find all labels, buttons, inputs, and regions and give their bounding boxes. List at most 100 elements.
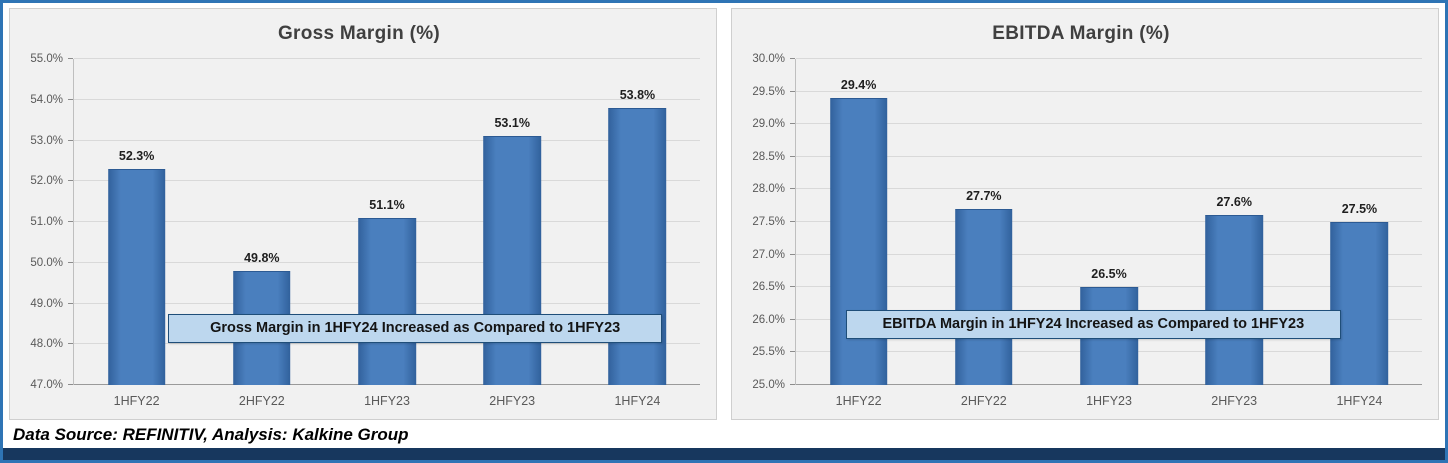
y-axis-tickmark [790,188,795,190]
bar-data-label: 29.4% [840,78,877,93]
y-axis-tickmark [790,90,795,92]
y-axis-tickmark [790,155,795,157]
y-axis-tick-label: 53.0% [30,134,63,147]
y-axis: 25.0% 25.5% 26.0% 26.5% 27.0% 27.5% 28.0% 28.5%… [740,53,796,391]
bar-data-label: 27.5% [1341,202,1378,216]
gridline [74,98,700,100]
bar-data-label: 53.1% [494,116,530,131]
x-axis: 1HFY22 2HFY22 1HFY23 2HFY23 1HFY24 [74,385,700,413]
y-axis: 47.0% 48.0% 49.0% 50.0% 51.0% 52.0% 53.0% 54.0%… [18,53,74,391]
y-axis-tickmark [68,343,73,345]
y-axis-tick-label: 51.0% [30,216,63,228]
y-axis-tickmark [68,302,73,304]
bar-slot-2hfy23: 27.6% [1172,59,1297,385]
y-axis-tick-label: 26.5% [752,281,785,294]
y-axis-tickmark [68,384,73,385]
gross-margin-chart: Gross Margin (%) 47.0% 48.0% 49.0% 50.0% 51.… [9,8,717,420]
y-axis-tickmark [790,351,795,353]
x-axis-category-label: 1HFY24 [614,394,661,408]
bar-1hfy24 [1330,222,1389,385]
bars-group: 52.3% 49.8% 51.1% 53.1% 53.8% [74,59,700,385]
y-axis-tick-label: 47.0% [30,379,63,391]
gridline [796,188,1422,190]
y-axis-tick-label: 49.0% [30,297,63,310]
y-axis-tickmark [790,318,795,320]
gridline [796,221,1422,222]
plot-area: 52.3% 49.8% 51.1% 53.1% 53.8% Gross Margin i… [74,58,700,385]
gridline [74,180,700,182]
bar-2hfy23 [483,136,541,385]
annotation-box-ebitda-margin: EBITDA Margin in 1HFY24 Increased as Com… [846,310,1341,340]
y-axis-tick-label: 29.0% [752,118,785,131]
gridline [796,253,1422,255]
bar-slot-2hfy22: 27.7% [921,59,1046,385]
y-axis-tickmark [68,261,73,263]
bar-data-label: 27.6% [1216,195,1252,210]
plot-area: 29.4% 27.7% 26.5% 27.6% 27.5% EBITDA Margin … [796,58,1422,385]
y-axis-tick-label: 28.0% [752,183,785,196]
bar-slot-1hfy22: 52.3% [74,59,199,385]
gridline [796,90,1422,92]
y-axis-tick-label: 52.0% [30,175,63,188]
y-axis-tickmark [68,58,73,59]
y-axis-tick-label: 28.5% [752,150,785,163]
x-axis: 1HFY22 2HFY22 1HFY23 2HFY23 1HFY24 [796,385,1422,413]
y-axis-tickmark [68,98,73,100]
y-axis-tick-label: 55.0% [30,53,63,65]
x-axis-category-label: 2HFY23 [1211,394,1258,408]
y-axis-tick-label: 29.5% [752,85,785,98]
y-axis-tick-label: 26.0% [752,313,785,326]
gridline [796,286,1422,288]
bar-slot-2hfy23: 53.1% [450,59,575,385]
ebitda-margin-chart: EBITDA Margin (%) 25.0% 25.5% 26.0% 26.5% 27… [731,8,1439,420]
bar-1hfy22 [829,98,888,385]
y-axis-tick-label: 27.5% [752,216,785,228]
bar-data-label: 26.5% [1091,267,1127,282]
x-axis-category-label: 1HFY23 [1086,394,1132,408]
charts-row: Gross Margin (%) 47.0% 48.0% 49.0% 50.0% 51.… [3,3,1445,422]
bar-1hfy24 [608,107,667,385]
x-axis-category-label: 1HFY24 [1336,394,1383,408]
bar-2hfy23 [1205,215,1263,385]
y-axis-tickmark [790,58,795,59]
data-source-text: Data Source: REFINITIV, Analysis: Kalkin… [13,425,409,444]
gridline [74,58,700,59]
bar-data-label: 53.8% [619,87,656,102]
y-axis-tickmark [790,384,795,385]
bottom-navy-bar [3,448,1445,460]
y-axis-tick-label: 30.0% [752,53,785,65]
bar-slot-1hfy24: 27.5% [1297,59,1422,385]
x-axis-category-label: 1HFY22 [113,394,160,408]
gridline [796,123,1422,125]
annotation-box-gross-margin: Gross Margin in 1HFY24 Increased as Comp… [167,313,663,343]
gridline [796,58,1422,59]
y-axis-tickmark [68,139,73,141]
y-axis-tickmark [68,221,73,222]
x-axis-category-label: 1HFY23 [364,394,410,408]
chart-title-gross-margin: Gross Margin (%) [277,23,441,44]
bar-data-label: 51.1% [369,197,405,212]
x-axis-category-label: 2HFY23 [489,394,536,408]
x-axis-category-label: 2HFY22 [960,394,1007,408]
x-axis-category-label: 1HFY22 [835,394,882,408]
y-axis-tick-label: 27.0% [752,248,785,261]
y-axis-tick-label: 25.5% [752,346,785,359]
footer: Data Source: REFINITIV, Analysis: Kalkin… [3,422,1445,448]
y-axis-tick-label: 54.0% [30,93,63,106]
bar-2hfy22 [955,208,1013,385]
gridline [74,139,700,141]
bar-1hfy23 [358,217,416,385]
bar-data-label: 52.3% [118,149,155,164]
y-axis-tickmark [790,221,795,222]
chart-body: 47.0% 48.0% 49.0% 50.0% 51.0% 52.0% 53.0% 54.0%… [18,53,700,413]
y-axis-tick-label: 50.0% [30,256,63,269]
y-axis-tick-label: 48.0% [30,338,63,351]
bar-data-label: 49.8% [244,250,280,265]
bar-slot-1hfy23: 51.1% [324,59,449,385]
y-axis-tickmark [790,253,795,255]
x-axis-category-label: 2HFY22 [238,394,285,408]
bar-data-label: 27.7% [966,188,1002,203]
gridline [796,155,1422,157]
chart-title-ebitda-margin: EBITDA Margin (%) [992,23,1170,44]
